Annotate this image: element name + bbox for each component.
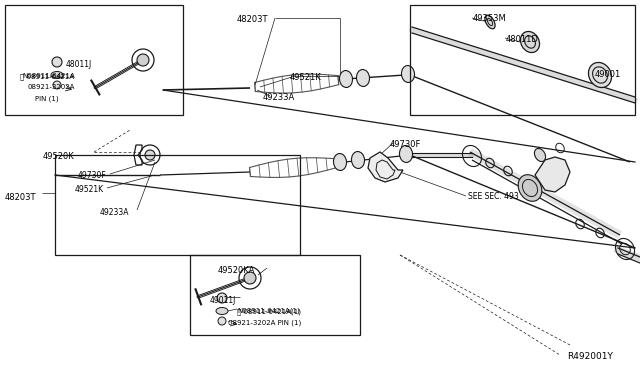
Ellipse shape bbox=[51, 71, 63, 78]
Ellipse shape bbox=[216, 308, 228, 314]
Ellipse shape bbox=[244, 272, 256, 284]
Text: Ⓝ 08911-6421A: Ⓝ 08911-6421A bbox=[20, 73, 74, 80]
Text: 48203T: 48203T bbox=[5, 193, 36, 202]
Ellipse shape bbox=[401, 65, 415, 83]
Bar bbox=[190, 255, 360, 335]
Ellipse shape bbox=[588, 62, 612, 87]
Ellipse shape bbox=[485, 15, 495, 29]
Text: SEE SEC. 493: SEE SEC. 493 bbox=[468, 192, 519, 201]
Text: 49233A: 49233A bbox=[263, 93, 295, 102]
Ellipse shape bbox=[145, 150, 155, 160]
Ellipse shape bbox=[137, 54, 149, 66]
Text: N08911-6421A: N08911-6421A bbox=[22, 73, 75, 79]
Text: 49730F: 49730F bbox=[78, 171, 107, 180]
Bar bbox=[410, 5, 635, 115]
Ellipse shape bbox=[53, 81, 61, 89]
Text: 08921-3202A PIN (1): 08921-3202A PIN (1) bbox=[228, 320, 301, 327]
Text: 08921-3202A: 08921-3202A bbox=[27, 84, 74, 90]
Text: 49521K: 49521K bbox=[290, 73, 322, 82]
Ellipse shape bbox=[356, 70, 369, 86]
Ellipse shape bbox=[351, 151, 365, 169]
Ellipse shape bbox=[52, 57, 62, 67]
Ellipse shape bbox=[333, 154, 346, 170]
Bar bbox=[55, 155, 300, 255]
Text: 49353M: 49353M bbox=[473, 14, 507, 23]
Polygon shape bbox=[535, 157, 570, 192]
Text: N08911-6421A(1): N08911-6421A(1) bbox=[237, 308, 300, 314]
Text: 49521K: 49521K bbox=[75, 185, 104, 194]
Ellipse shape bbox=[217, 293, 227, 303]
Text: 49730F: 49730F bbox=[390, 140, 421, 149]
Ellipse shape bbox=[339, 71, 353, 87]
Text: 49001: 49001 bbox=[595, 70, 621, 79]
Text: 49520KA: 49520KA bbox=[218, 266, 255, 275]
Bar bbox=[5, 5, 183, 115]
Text: R492001Y: R492001Y bbox=[567, 352, 613, 361]
Ellipse shape bbox=[218, 317, 226, 325]
Text: 49011J: 49011J bbox=[210, 296, 236, 305]
Text: 49233A: 49233A bbox=[100, 208, 129, 217]
Text: 48203T: 48203T bbox=[237, 15, 269, 24]
Text: 48011J: 48011J bbox=[66, 60, 92, 69]
Polygon shape bbox=[368, 152, 403, 182]
Text: 48011D: 48011D bbox=[506, 35, 539, 44]
Ellipse shape bbox=[520, 32, 540, 52]
Text: Ⓝ 08911-6421A(1): Ⓝ 08911-6421A(1) bbox=[237, 308, 301, 315]
Text: PIN (1): PIN (1) bbox=[35, 95, 59, 102]
Text: 49520K: 49520K bbox=[43, 152, 75, 161]
Ellipse shape bbox=[534, 148, 545, 161]
Ellipse shape bbox=[518, 175, 542, 201]
Ellipse shape bbox=[399, 145, 413, 163]
